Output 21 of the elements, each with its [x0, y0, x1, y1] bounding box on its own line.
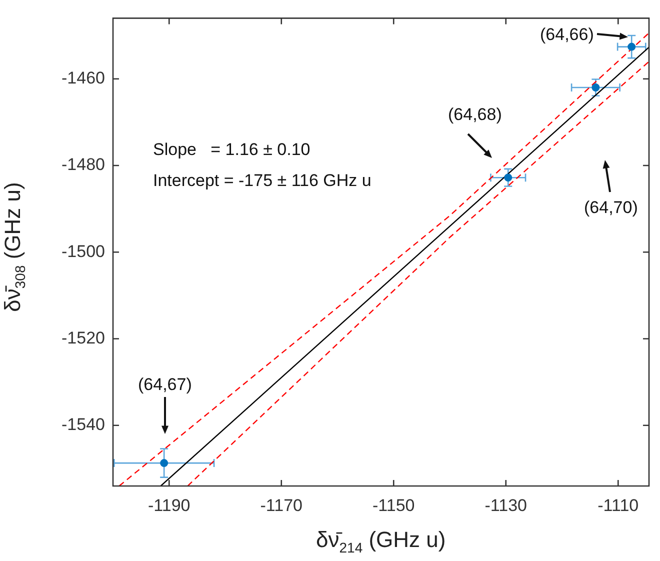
- annotation: Intercept = -175 ± 116 GHz u: [153, 171, 372, 191]
- point: [592, 84, 600, 92]
- annotation: Slope = 1.16 ± 0.10: [153, 140, 310, 160]
- annotation: (64,68): [448, 105, 502, 125]
- y-tick-label: -1540: [62, 415, 105, 434]
- x-tick-label: -1110: [598, 496, 639, 515]
- x-tick-label: -1150: [372, 496, 415, 515]
- x-tick-label: -1170: [260, 496, 302, 515]
- y-tick-label: -1500: [62, 242, 105, 261]
- point: [628, 42, 636, 51]
- y-tick-label: -1520: [62, 328, 105, 348]
- annotation: (64,67): [138, 375, 192, 395]
- point: [160, 459, 168, 468]
- x-tick-label: -1190: [148, 496, 190, 515]
- annotation: (64,70): [584, 198, 638, 218]
- x-tick-label: -1130: [484, 496, 527, 515]
- annotation: (64,66): [540, 25, 594, 45]
- y-tick-label: -1480: [62, 155, 105, 174]
- point: [504, 174, 512, 182]
- x-axis-title: δν̄$_{214}$ (GHz u): [316, 527, 446, 556]
- y-tick-label: -1460: [62, 68, 105, 88]
